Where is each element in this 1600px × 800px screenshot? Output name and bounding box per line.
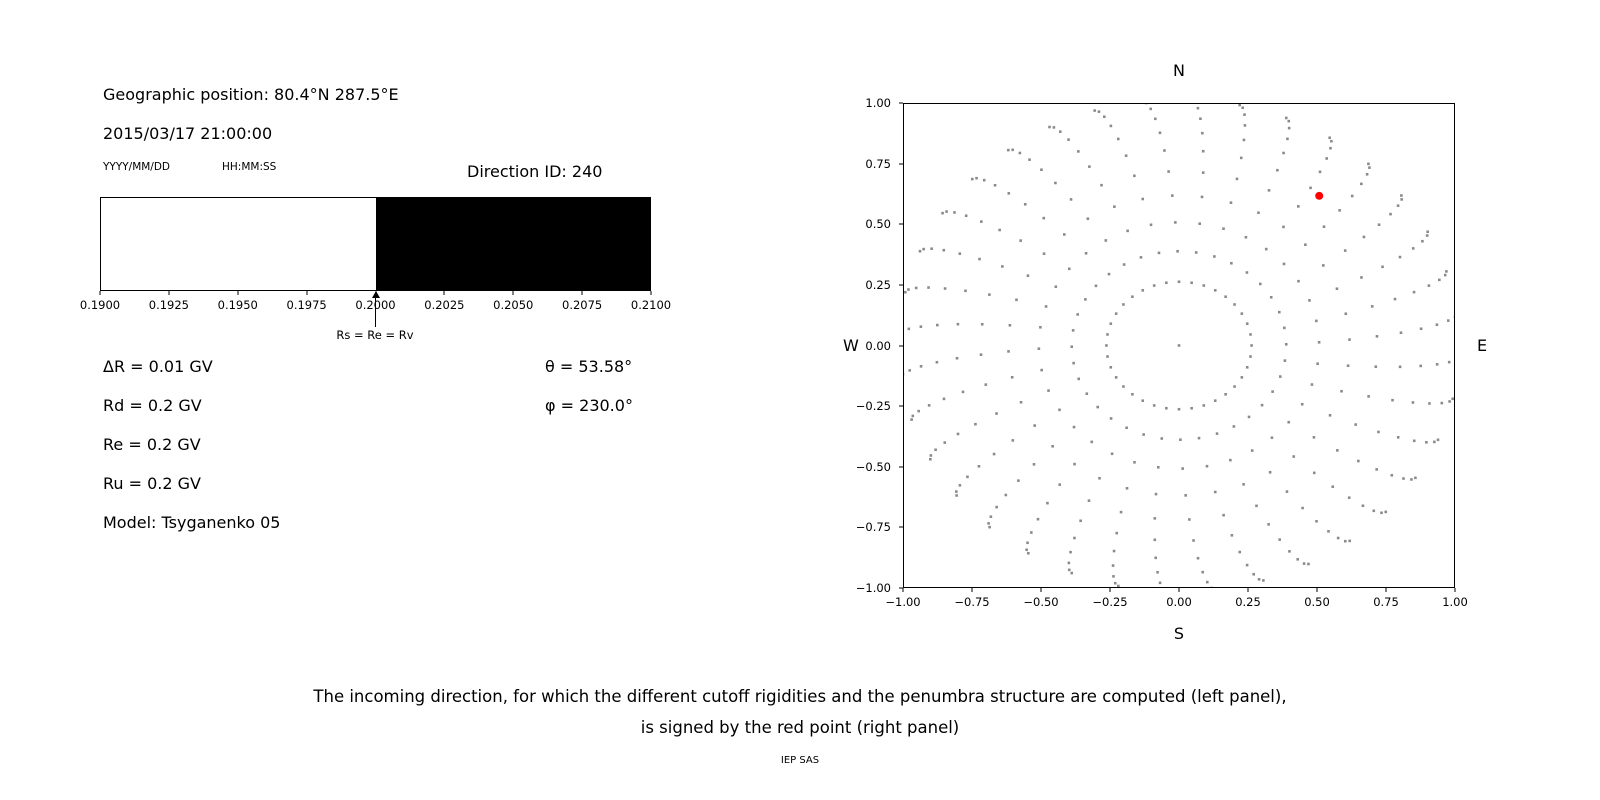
direction-y-tick-label: 0.50 (865, 217, 891, 232)
direction-y-tick-mark (899, 405, 903, 407)
annotation-arrow-line (375, 296, 376, 327)
penumbra-x-tick-label: 0.2050 (493, 298, 534, 312)
direction-y-tick-mark (899, 284, 903, 286)
penumbra-x-tick-label: 0.1925 (148, 298, 189, 312)
direction-y-tick-labels: 1.00 0.75 0.50 0.25 0.00 −0.25 −0.50 −0.75 −1.00 (823, 96, 891, 595)
direction-x-tick-mark (1178, 588, 1180, 592)
date-format-label: YYYY/MM/DD (103, 161, 171, 173)
penumbra-x-tick-label: 0.2100 (630, 298, 672, 312)
direction-y-tick-label: 1.00 (865, 96, 891, 110)
direction-y-tick-mark (899, 345, 903, 346)
direction-x-tick-mark (1247, 588, 1249, 592)
penumbra-forbidden-segment (375, 198, 650, 290)
direction-x-tick-mark (902, 588, 904, 592)
penumbra-x-tick-labels: 0.19000.19250.19500.19750.20000.20250.20… (80, 298, 671, 312)
param-ru: Ru = 0.2 GV (103, 474, 201, 493)
param-re: Re = 0.2 GV (103, 435, 201, 454)
direction-x-tick-mark (1109, 588, 1111, 592)
direction-x-tick-label: −0.75 (954, 595, 990, 609)
direction-x-tick-label: −0.50 (1023, 595, 1059, 609)
direction-x-tick-labels: −1.00 −0.75 −0.50 −0.25 0.00 0.25 0.50 0.75 1.00 (885, 595, 1467, 609)
direction-y-tick-label: 0.25 (865, 277, 891, 292)
direction-x-tick-mark (1040, 588, 1042, 592)
direction-y-tick-label: 0.75 (865, 156, 891, 171)
direction-x-tick-label: 0.25 (1235, 595, 1261, 609)
compass-label-south: S (1173, 624, 1185, 643)
compass-label-east: E (1477, 336, 1488, 355)
direction-x-tick-label: 0.75 (1373, 595, 1399, 609)
penumbra-x-tick-label: 0.2025 (424, 298, 465, 312)
direction-y-tick-label: −0.25 (855, 399, 891, 414)
direction-x-tick-label: −0.25 (1092, 595, 1128, 609)
direction-y-tick-label: 0.00 (865, 338, 891, 353)
direction-y-tick-mark (899, 163, 903, 165)
direction-y-tick-label: −0.75 (855, 520, 891, 535)
direction-y-tick-mark (899, 526, 903, 528)
direction-y-tick-label: −0.50 (855, 459, 891, 474)
penumbra-x-tick-mark (512, 291, 514, 295)
param-theta: θ = 53.58° (545, 357, 633, 376)
direction-x-tick-label: 0.00 (1166, 595, 1192, 609)
direction-x-tick-label: 1.00 (1442, 595, 1468, 609)
direction-plot-points (904, 104, 1454, 587)
direction-x-tick-mark (1454, 588, 1456, 592)
annotation-arrow-label: Rs = Re = Rv (336, 328, 414, 342)
caption-line-2: is signed by the red point (right panel) (640, 718, 960, 737)
credit-text: IEP SAS (780, 755, 820, 766)
direction-x-tick-mark (1385, 588, 1387, 592)
penumbra-x-tick-label: 0.1900 (79, 298, 121, 312)
direction-y-tick-label: −1.00 (855, 581, 891, 595)
penumbra-x-tick-label: 0.1975 (286, 298, 327, 312)
direction-id-text: Direction ID: 240 (467, 162, 603, 181)
geographic-position-text: Geographic position: 80.4°N 287.5°E (103, 85, 399, 104)
compass-label-north: N (1173, 61, 1185, 80)
time-format-label: HH:MM:SS (222, 161, 277, 173)
penumbra-x-tick-mark (581, 291, 583, 295)
penumbra-x-tick-label: 0.2075 (562, 298, 603, 312)
direction-y-tick-mark (899, 223, 903, 225)
annotation-arrowhead-icon (371, 291, 380, 298)
penumbra-x-tick-label: 0.1950 (217, 298, 258, 312)
direction-x-tick-marks (902, 588, 1456, 592)
datetime-text: 2015/03/17 21:00:00 (103, 124, 273, 143)
direction-y-tick-mark (899, 587, 903, 589)
caption-line-1: The incoming direction, for which the di… (313, 687, 1287, 706)
direction-x-tick-mark (971, 588, 973, 592)
penumbra-x-tick-mark (306, 291, 308, 295)
param-delta-r: ΔR = 0.01 GV (103, 357, 213, 376)
param-rd: Rd = 0.2 GV (103, 396, 202, 415)
direction-y-tick-mark (899, 102, 903, 104)
penumbra-x-tick-mark (99, 291, 101, 295)
penumbra-x-tick-mark (168, 291, 170, 295)
direction-x-tick-mark (1316, 588, 1318, 592)
direction-x-tick-label: −1.00 (885, 595, 921, 609)
direction-x-tick-label: 0.50 (1304, 595, 1330, 609)
penumbra-chart (100, 197, 651, 291)
direction-y-tick-marks (899, 102, 903, 589)
penumbra-x-tick-mark (650, 291, 652, 295)
direction-y-tick-mark (899, 466, 903, 468)
direction-plot-area (903, 103, 1455, 588)
compass-label-west: W (843, 336, 859, 355)
penumbra-x-tick-mark (443, 291, 445, 295)
param-model: Model: Tsyganenko 05 (103, 513, 281, 532)
penumbra-x-tick-mark (237, 291, 239, 295)
param-phi: φ = 230.0° (545, 396, 633, 415)
